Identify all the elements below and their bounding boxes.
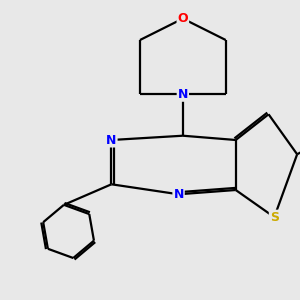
Text: N: N [106,134,117,146]
Text: N: N [173,188,184,201]
Text: S: S [270,211,279,224]
Text: N: N [178,88,188,101]
Text: O: O [178,12,188,25]
